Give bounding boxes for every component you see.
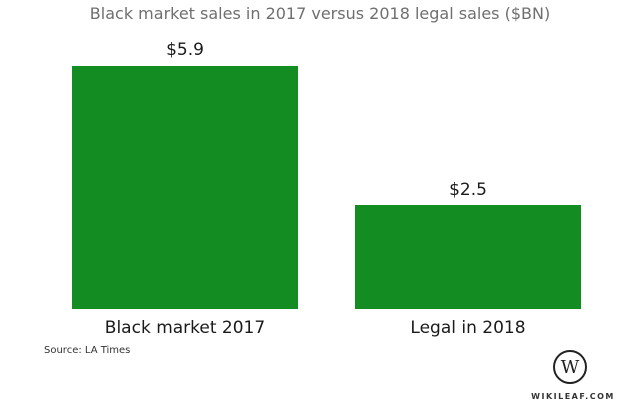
source-note: Source: LA Times [44, 345, 131, 356]
category-label-0: Black market 2017 [104, 318, 266, 338]
bar-black-market-2017 [72, 66, 298, 309]
logo-text: WIKILEAF.COM [531, 392, 615, 401]
bar-value-label-1: $2.5 [449, 180, 487, 200]
bar-legal-2018 [355, 205, 581, 309]
logo-glyph: W [560, 356, 580, 378]
category-label-1: Legal in 2018 [410, 318, 526, 338]
bar-value-label-0: $5.9 [166, 40, 204, 60]
chart-title: Black market sales in 2017 versus 2018 l… [89, 4, 551, 23]
wikileaf-logo-icon: W [553, 350, 587, 384]
